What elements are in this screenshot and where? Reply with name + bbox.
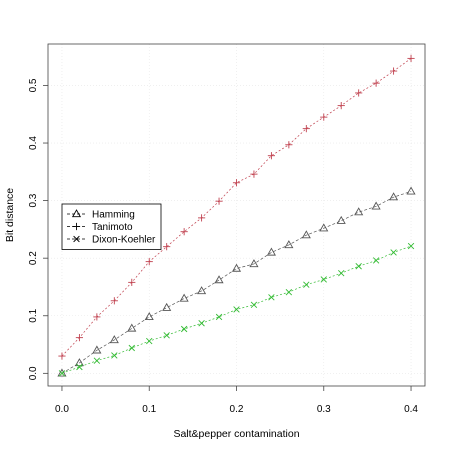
legend-item-tanimoto: Tanimoto <box>67 222 133 233</box>
data-point <box>215 197 223 205</box>
data-point <box>128 344 135 352</box>
data-point <box>75 334 84 342</box>
x-tick-label: 0.3 <box>317 404 331 415</box>
x-tick-label: 0.4 <box>404 404 418 415</box>
x-axis: 0.0 0.1 0.2 0.3 0.4 <box>55 386 418 415</box>
data-point <box>284 240 294 249</box>
data-point <box>407 54 415 62</box>
data-point <box>180 228 188 236</box>
y-tick-label: 0.3 <box>28 193 39 207</box>
x-tick-label: 0.1 <box>142 404 156 415</box>
legend-marker <box>72 222 81 231</box>
data-point <box>93 313 101 321</box>
x-axis-title: Salt&pepper contamination <box>173 428 299 440</box>
data-point <box>250 170 258 178</box>
data-point <box>145 258 153 266</box>
data-point <box>390 249 397 256</box>
data-point <box>179 293 189 302</box>
data-point <box>337 102 345 110</box>
data-point <box>163 332 170 339</box>
data-point <box>372 257 380 264</box>
y-tick-label: 0.4 <box>28 136 39 150</box>
data-point <box>389 67 398 75</box>
legend-label: Tanimoto <box>92 222 133 233</box>
series-tanimoto <box>58 54 415 360</box>
data-point <box>267 152 276 160</box>
data-point <box>303 281 310 288</box>
data-point <box>163 243 171 251</box>
data-point <box>250 301 258 309</box>
data-point <box>406 186 416 195</box>
series-group <box>57 54 416 377</box>
data-point <box>231 263 242 272</box>
data-point <box>320 113 328 121</box>
data-point <box>355 263 362 270</box>
data-point <box>301 230 311 239</box>
x-tick-label: 0.2 <box>230 404 244 415</box>
legend-item-hamming: Hamming <box>67 209 135 221</box>
data-point <box>197 214 206 222</box>
data-point <box>389 192 399 201</box>
data-point <box>74 358 84 367</box>
data-point <box>355 89 363 97</box>
y-tick-label: 0.2 <box>28 251 39 265</box>
data-point <box>58 352 66 360</box>
data-point <box>93 357 101 364</box>
legend-marker <box>71 209 82 218</box>
y-axis: 0.0 0.1 0.2 0.3 0.4 0.5 <box>28 78 48 380</box>
data-point <box>354 207 364 216</box>
grid <box>48 44 425 386</box>
data-point <box>127 323 137 332</box>
x-tick-label: 0.0 <box>55 404 69 415</box>
data-point <box>336 215 346 224</box>
data-point <box>319 223 329 232</box>
data-point <box>371 201 381 210</box>
series-line-hamming <box>61 191 412 374</box>
data-point <box>144 312 154 321</box>
data-point <box>109 335 119 344</box>
data-point <box>407 242 415 250</box>
data-point <box>215 313 223 321</box>
y-tick-label: 0.5 <box>28 78 39 92</box>
data-point <box>214 275 224 284</box>
legend-item-dixon-koehler: Dixon-Koehler <box>67 235 156 246</box>
data-point <box>320 276 327 283</box>
data-point <box>268 294 275 301</box>
data-point <box>249 259 259 268</box>
data-point <box>233 306 240 313</box>
y-tick-label: 0.0 <box>28 366 39 380</box>
data-point <box>58 370 66 377</box>
data-point <box>128 278 136 286</box>
data-point <box>180 325 188 333</box>
y-tick-label: 0.1 <box>28 308 39 322</box>
legend-marker <box>73 235 80 243</box>
data-point <box>232 179 241 187</box>
data-point <box>146 337 153 345</box>
data-point <box>110 297 118 305</box>
y-axis-title: Bit distance <box>4 188 16 242</box>
data-point <box>76 363 83 371</box>
data-point <box>111 352 118 359</box>
data-point <box>302 125 310 133</box>
data-point <box>198 320 205 327</box>
series-dixon-koehler <box>58 242 415 377</box>
data-point <box>162 302 172 311</box>
legend-label: Dixon-Koehler <box>92 235 156 246</box>
series-line-tanimoto <box>61 58 412 357</box>
data-point <box>197 286 207 295</box>
data-point <box>266 247 276 256</box>
data-point <box>372 79 380 87</box>
series-hamming <box>57 186 416 377</box>
data-point <box>92 345 102 354</box>
data-point <box>285 288 293 296</box>
legend-label: Hamming <box>92 210 135 221</box>
data-point <box>285 141 293 149</box>
data-point <box>338 269 345 277</box>
